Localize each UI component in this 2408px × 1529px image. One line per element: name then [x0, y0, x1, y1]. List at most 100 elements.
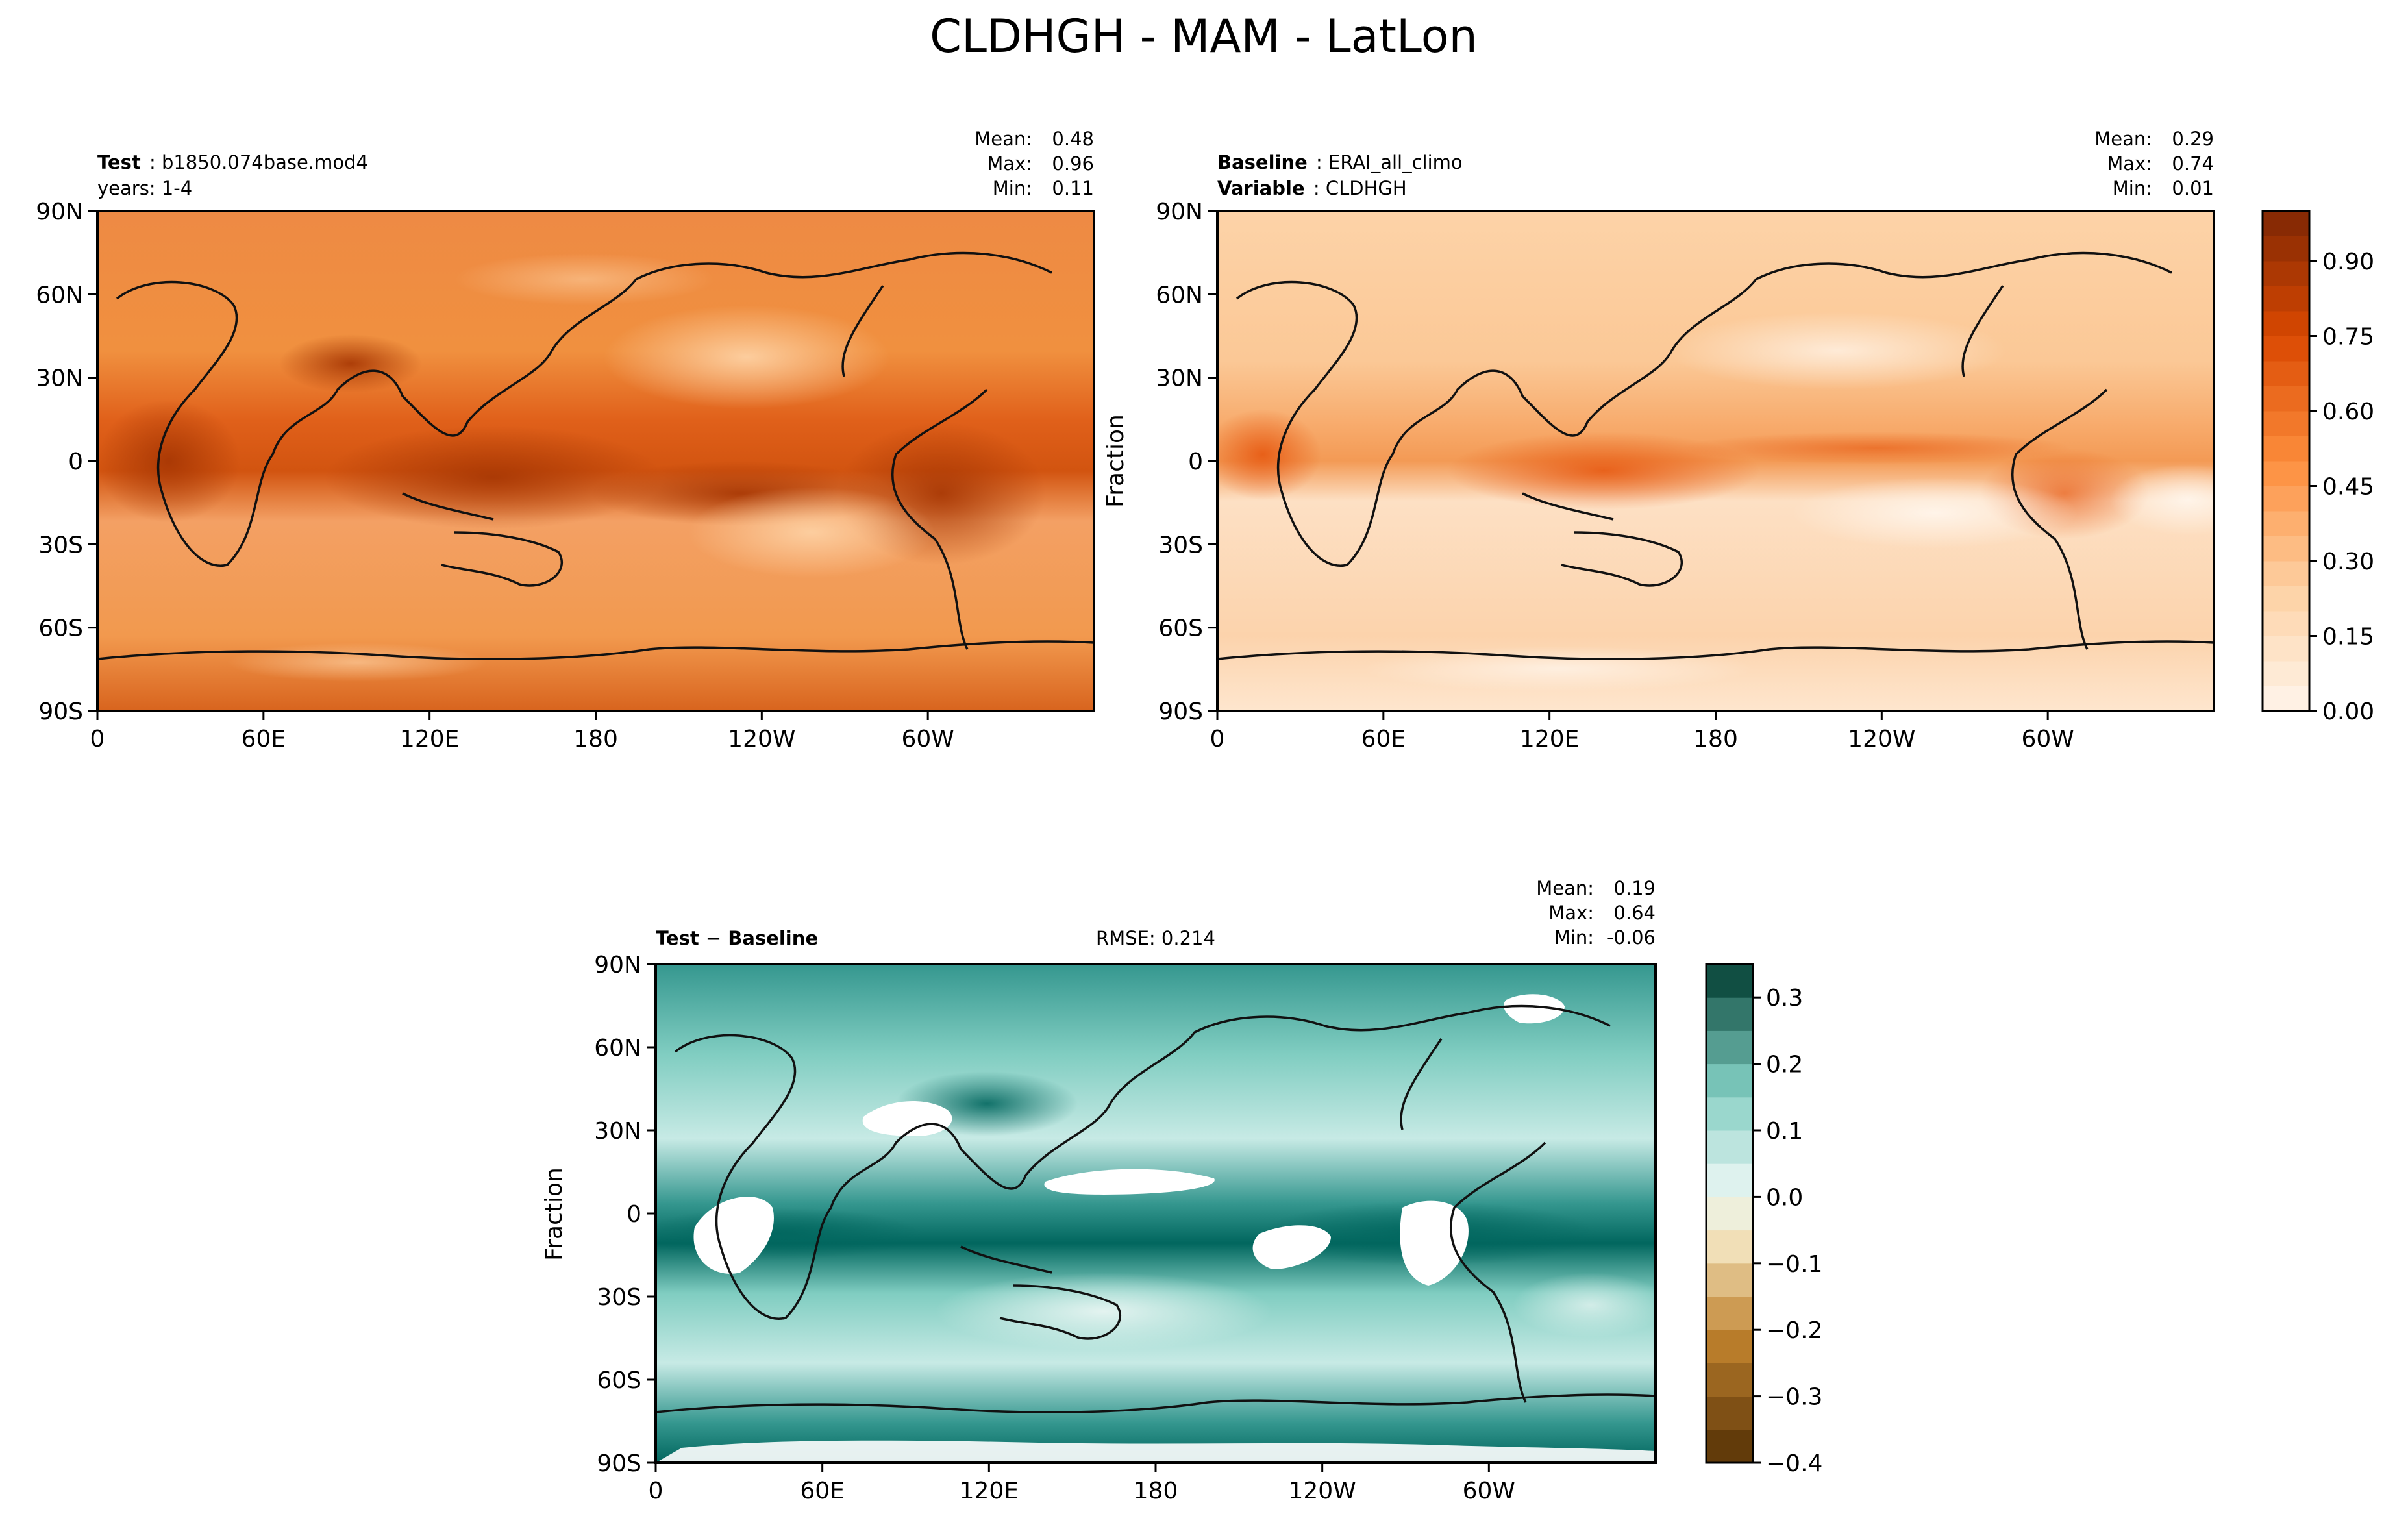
top-colorbar-tick-label: 0.45 — [2322, 474, 2374, 501]
test-y-axis: 90N 60N 30N 0 30S 60S 90S — [36, 199, 97, 725]
baseline-min-label: Min: — [2113, 177, 2152, 199]
baseline-y-axis-label: Fraction — [1102, 414, 1129, 508]
diff-colorbar-tick-label: 0.2 — [1766, 1052, 1803, 1078]
diff-colorbar: 0.3 0.2 0.1 0.0 −0.1 −0.2 −0.3 −0.4 — [1705, 963, 1822, 1477]
baseline-x-tick-label: 180 — [1693, 726, 1738, 752]
top-colorbar-level — [2263, 386, 2309, 412]
diff-y-tick-label: 30S — [597, 1284, 641, 1311]
diff-map-field — [656, 964, 1656, 1463]
diff-colorbar-level — [1706, 1396, 1753, 1430]
diff-mean-value: 0.19 — [1613, 877, 1656, 899]
baseline-y-tick-label: 30S — [1158, 532, 1203, 558]
diff-y-tick-label: 90N — [594, 952, 641, 978]
baseline-x-tick-label: 120E — [1520, 726, 1579, 752]
top-colorbar-level — [2263, 336, 2309, 362]
baseline-y-tick-label: 90S — [1158, 699, 1203, 725]
diff-y-axis-label: Fraction — [541, 1167, 567, 1261]
baseline-subtitle-text: CLDHGH — [1326, 177, 1407, 199]
baseline-panel: Baseline : ERAI_all_climo Variable : CLD… — [1102, 128, 2374, 752]
top-colorbar-tick-label: 0.15 — [2322, 624, 2374, 651]
baseline-y-tick-label: 30N — [1156, 366, 1203, 392]
baseline-title-text: ERAI_all_climo — [1328, 151, 1463, 173]
diff-colorbar-level — [1706, 1363, 1753, 1397]
top-colorbar-tick-label: 0.60 — [2322, 399, 2374, 425]
diff-stats: Mean: 0.19 Max: 0.64 Min: -0.06 — [1536, 877, 1656, 949]
test-min-label: Min: — [993, 177, 1032, 199]
top-colorbar-frame — [2261, 210, 2311, 712]
top-colorbar-tick-label: 0.00 — [2322, 699, 2374, 725]
diff-colorbar-tick-label: 0.1 — [1766, 1118, 1803, 1145]
diff-colorbar-level — [1706, 1263, 1753, 1297]
test-y-tick-label: 30N — [36, 366, 83, 392]
diff-colorbar-frame — [1705, 963, 1754, 1464]
diff-colorbar-level — [1706, 1197, 1753, 1231]
test-coastlines — [97, 251, 1094, 660]
diff-colorbar-level — [1706, 1063, 1753, 1098]
baseline-min-value: 0.01 — [2172, 177, 2214, 199]
diff-y-tick-label: 60N — [594, 1035, 641, 1062]
diff-x-tick-label: 120W — [1289, 1478, 1356, 1504]
test-y-tick-label: 60S — [38, 615, 83, 642]
test-panel: Test : b1850.074base.mod4 years: 1-4 Mea… — [36, 128, 1095, 752]
test-stats: Mean: 0.48 Max: 0.96 Min: 0.11 — [974, 128, 1094, 199]
diff-x-tick-label: 60W — [1463, 1478, 1515, 1504]
top-colorbar-level — [2263, 511, 2309, 536]
baseline-x-axis: 0 60E 120E 180 120W 60W — [1210, 711, 2074, 752]
test-y-tick-label: 30S — [38, 532, 83, 558]
diff-colorbar-level — [1706, 1097, 1753, 1131]
baseline-y-tick-label: 90N — [1156, 199, 1203, 225]
diff-y-tick-label: 0 — [627, 1201, 641, 1228]
test-x-tick-label: 180 — [573, 726, 618, 752]
baseline-y-axis: 90N 60N 30N 0 30S 60S 90S — [1156, 199, 1217, 725]
baseline-y-tick-label: 60S — [1158, 615, 1203, 642]
top-colorbar-level — [2263, 261, 2309, 286]
test-y-tick-label: 0 — [68, 449, 83, 475]
diff-colorbar-tick-label: −0.1 — [1766, 1251, 1822, 1278]
diff-min-value: -0.06 — [1607, 926, 1656, 949]
top-colorbar-level — [2263, 411, 2309, 436]
diff-white-greenland — [1504, 994, 1565, 1024]
diff-colorbar-tick-label: 0.0 — [1766, 1184, 1803, 1211]
top-colorbar-level — [2263, 436, 2309, 462]
test-mean-value: 0.48 — [1052, 128, 1094, 150]
top-colorbar-level — [2263, 486, 2309, 512]
diff-x-tick-label: 120E — [960, 1478, 1019, 1504]
diff-max-value: 0.64 — [1613, 902, 1656, 924]
top-colorbar-level — [2263, 461, 2309, 486]
top-colorbar-tick-label: 0.30 — [2322, 549, 2374, 575]
baseline-y-tick-label: 60N — [1156, 282, 1203, 308]
diff-max-label: Max: — [1548, 902, 1594, 924]
top-colorbar-level — [2263, 586, 2309, 612]
diff-x-tick-label: 180 — [1134, 1478, 1178, 1504]
diff-colorbar-tick-label: −0.3 — [1766, 1384, 1822, 1411]
diff-x-tick-label: 0 — [649, 1478, 664, 1504]
figure-title: CLDHGH - MAM - LatLon — [930, 10, 1478, 63]
diff-colorbar-level — [1706, 1429, 1753, 1463]
diff-center-title: RMSE: 0.214 — [1096, 927, 1215, 949]
top-colorbar-level — [2263, 311, 2309, 336]
diff-colorbar-level — [1706, 964, 1753, 998]
diff-colorbar-level — [1706, 1163, 1753, 1197]
test-y-tick-label: 90N — [36, 199, 83, 225]
top-colorbar-level — [2263, 536, 2309, 562]
top-colorbar-tick-label: 0.90 — [2322, 249, 2374, 275]
diff-colorbar-level — [1706, 1330, 1753, 1363]
baseline-coastlines — [1217, 251, 2214, 660]
diff-colorbar-level — [1706, 1030, 1753, 1065]
diff-white-africa — [693, 1197, 774, 1274]
diff-white-antarctic — [656, 1440, 1656, 1463]
baseline-subtitle-colon: : — [1308, 177, 1326, 199]
top-colorbar-level — [2263, 361, 2309, 386]
baseline-mean-label: Mean: — [2094, 128, 2152, 150]
diff-white-pacific — [1044, 1169, 1215, 1195]
diff-x-axis: 0 60E 120E 180 120W 60W — [649, 1463, 1515, 1504]
diff-colorbar-level — [1706, 1130, 1753, 1164]
difference-panel: Test − Baseline RMSE: 0.214 Mean: 0.19 M… — [541, 877, 1822, 1504]
test-title-bold: Test — [97, 151, 141, 173]
baseline-map-field — [1217, 211, 2214, 711]
top-colorbar-level — [2263, 636, 2309, 662]
diff-x-tick-label: 60E — [800, 1478, 845, 1504]
baseline-max-label: Max: — [2107, 153, 2152, 175]
test-x-tick-label: 120W — [728, 726, 795, 752]
test-mean-label: Mean: — [974, 128, 1032, 150]
